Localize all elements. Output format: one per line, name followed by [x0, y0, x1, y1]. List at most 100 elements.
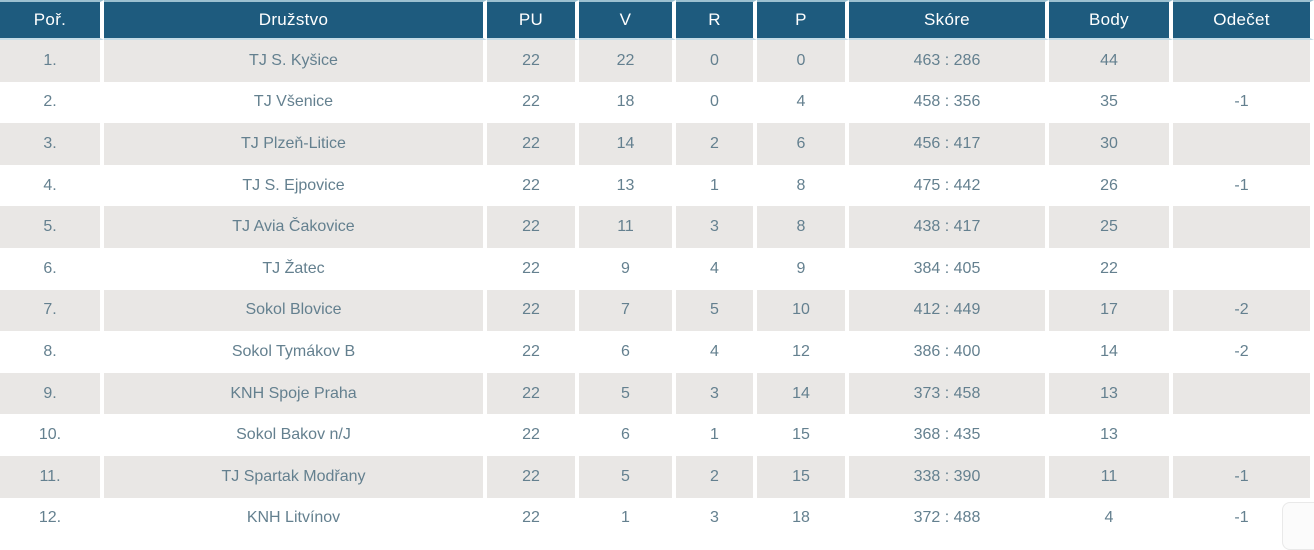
cell-rank: 4.: [0, 164, 104, 207]
scroll-top-button-partial[interactable]: [1282, 502, 1314, 550]
cell-score: 456 : 417: [849, 123, 1049, 165]
cell-rank: 3.: [0, 123, 104, 165]
cell-score: 386 : 400: [849, 331, 1049, 373]
cell-body: 25: [1049, 206, 1173, 248]
cell-pu: 22: [487, 414, 579, 456]
cell-team: Sokol Tymákov B: [104, 331, 487, 373]
cell-r: 3: [676, 206, 757, 248]
cell-body: 11: [1049, 455, 1173, 498]
cell-p: 4: [757, 81, 849, 124]
cell-r: 2: [676, 455, 757, 498]
cell-team: Sokol Bakov n/J: [104, 414, 487, 456]
cell-v: 18: [579, 81, 676, 124]
cell-odecet: [1173, 247, 1314, 290]
column-header-score: Skóre: [849, 0, 1049, 40]
cell-score: 368 : 435: [849, 414, 1049, 456]
cell-odecet: [1173, 414, 1314, 456]
cell-rank: 5.: [0, 206, 104, 248]
cell-score: 463 : 286: [849, 40, 1049, 82]
cell-p: 10: [757, 289, 849, 332]
cell-rank: 6.: [0, 247, 104, 290]
cell-odecet: [1173, 123, 1314, 165]
cell-score: 372 : 488: [849, 497, 1049, 540]
cell-score: 338 : 390: [849, 455, 1049, 498]
cell-rank: 8.: [0, 331, 104, 373]
cell-team: TJ Plzeň-Litice: [104, 123, 487, 165]
cell-p: 15: [757, 414, 849, 456]
cell-r: 0: [676, 40, 757, 82]
table-row: 4. TJ S. Ejpovice 22 13 1 8 475 : 442 26 -1: [0, 164, 1314, 207]
cell-pu: 22: [487, 331, 579, 373]
cell-pu: 22: [487, 164, 579, 207]
cell-odecet: -1: [1173, 164, 1314, 207]
cell-score: 412 : 449: [849, 289, 1049, 332]
cell-body: 26: [1049, 164, 1173, 207]
cell-pu: 22: [487, 497, 579, 540]
cell-body: 13: [1049, 414, 1173, 456]
cell-v: 1: [579, 497, 676, 540]
cell-odecet: -1: [1173, 455, 1314, 498]
cell-team: TJ Všenice: [104, 81, 487, 124]
column-header-odecet: Odečet: [1173, 0, 1314, 40]
column-header-p: P: [757, 0, 849, 40]
cell-pu: 22: [487, 455, 579, 498]
cell-pu: 22: [487, 40, 579, 82]
cell-p: 8: [757, 206, 849, 248]
table-row: 2. TJ Všenice 22 18 0 4 458 : 356 35 -1: [0, 81, 1314, 124]
cell-r: 3: [676, 497, 757, 540]
table-row: 1. TJ S. Kyšice 22 22 0 0 463 : 286 44: [0, 40, 1314, 82]
cell-r: 5: [676, 289, 757, 332]
header-row: Poř. Družstvo PU V R P Skóre Body Odečet: [0, 0, 1314, 40]
table-row: 12. KNH Litvínov 22 1 3 18 372 : 488 4 -1: [0, 497, 1314, 540]
cell-v: 9: [579, 247, 676, 290]
cell-pu: 22: [487, 372, 579, 415]
cell-odecet: [1173, 372, 1314, 415]
cell-p: 14: [757, 372, 849, 415]
cell-rank: 12.: [0, 497, 104, 540]
cell-rank: 9.: [0, 372, 104, 415]
cell-r: 3: [676, 372, 757, 415]
cell-v: 7: [579, 289, 676, 332]
table-row: 10. Sokol Bakov n/J 22 6 1 15 368 : 435 13: [0, 414, 1314, 456]
cell-team: TJ S. Kyšice: [104, 40, 487, 82]
column-header-team: Družstvo: [104, 0, 487, 40]
cell-rank: 7.: [0, 289, 104, 332]
cell-odecet: [1173, 206, 1314, 248]
cell-r: 1: [676, 164, 757, 207]
cell-pu: 22: [487, 81, 579, 124]
cell-p: 12: [757, 331, 849, 373]
cell-rank: 10.: [0, 414, 104, 456]
cell-odecet: -2: [1173, 289, 1314, 332]
cell-p: 18: [757, 497, 849, 540]
table-row: 8. Sokol Tymákov B 22 6 4 12 386 : 400 14 -2: [0, 331, 1314, 373]
table-body: 1. TJ S. Kyšice 22 22 0 0 463 : 286 44 2. TJ Všen…: [0, 40, 1314, 540]
cell-r: 1: [676, 414, 757, 456]
cell-team: TJ Žatec: [104, 247, 487, 290]
cell-team: KNH Spoje Praha: [104, 372, 487, 415]
column-header-pu: PU: [487, 0, 579, 40]
cell-v: 6: [579, 331, 676, 373]
cell-r: 2: [676, 123, 757, 165]
cell-body: 22: [1049, 247, 1173, 290]
cell-r: 4: [676, 247, 757, 290]
cell-v: 6: [579, 414, 676, 456]
cell-p: 15: [757, 455, 849, 498]
cell-score: 373 : 458: [849, 372, 1049, 415]
cell-body: 17: [1049, 289, 1173, 332]
cell-v: 13: [579, 164, 676, 207]
cell-score: 458 : 356: [849, 81, 1049, 124]
column-header-rank: Poř.: [0, 0, 104, 40]
cell-v: 22: [579, 40, 676, 82]
cell-score: 384 : 405: [849, 247, 1049, 290]
column-header-body: Body: [1049, 0, 1173, 40]
cell-score: 475 : 442: [849, 164, 1049, 207]
cell-body: 35: [1049, 81, 1173, 124]
table-row: 3. TJ Plzeň-Litice 22 14 2 6 456 : 417 30: [0, 123, 1314, 165]
cell-rank: 1.: [0, 40, 104, 82]
cell-rank: 11.: [0, 455, 104, 498]
cell-v: 11: [579, 206, 676, 248]
cell-body: 44: [1049, 40, 1173, 82]
cell-p: 8: [757, 164, 849, 207]
